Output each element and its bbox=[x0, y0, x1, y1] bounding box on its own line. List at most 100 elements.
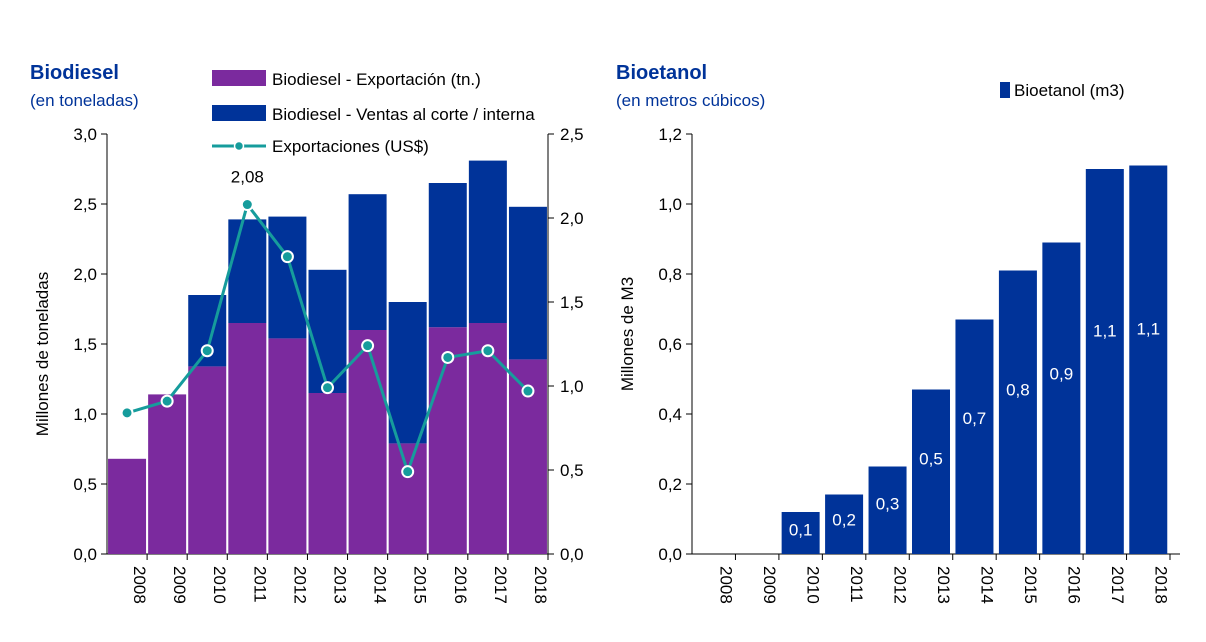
bar-exportacion bbox=[428, 327, 467, 554]
bioetanol-legend-label: Bioetanol (m3) bbox=[1014, 81, 1125, 100]
bar-exportacion bbox=[108, 458, 147, 554]
bioetanol-bar bbox=[955, 319, 994, 554]
x-tick-label: 2014 bbox=[371, 566, 390, 604]
bioetanol-subtitle: (en metros cúbicos) bbox=[616, 91, 766, 110]
x-tick-label: 2017 bbox=[491, 566, 510, 604]
left-y-tick-label: 1,0 bbox=[73, 405, 97, 424]
bioetanol-x-tick-label: 2009 bbox=[760, 566, 779, 604]
bioetanol-bar bbox=[781, 512, 820, 554]
bar-exportacion bbox=[268, 338, 307, 554]
bioetanol-x-tick-label: 2016 bbox=[1064, 566, 1083, 604]
x-tick-label: 2009 bbox=[170, 566, 189, 604]
legend-swatch-ventas bbox=[212, 105, 266, 121]
bioetanol-y-tick-label: 0,4 bbox=[658, 405, 682, 424]
exportaciones-usd-point bbox=[401, 465, 415, 479]
bioetanol-bar bbox=[1085, 169, 1124, 554]
right-y-tick-label: 2,0 bbox=[560, 209, 584, 228]
x-tick-label: 2011 bbox=[250, 566, 269, 603]
bioetanol-x-tick-label: 2011 bbox=[847, 566, 866, 603]
bioetanol-y-tick-label: 1,0 bbox=[658, 195, 682, 214]
exportaciones-usd-point bbox=[321, 381, 334, 395]
bioetanol-data-label: 0,5 bbox=[919, 450, 943, 469]
bioetanol-x-tick-label: 2017 bbox=[1108, 566, 1127, 604]
bioetanol-chart: 0,0 0,2 0,4 0,6 0,8 1,0 1,2 Millones de M3 2008 2… bbox=[618, 81, 1180, 604]
bioetanol-data-label: 0,8 bbox=[1006, 381, 1030, 400]
exportaciones-usd-point bbox=[521, 384, 535, 398]
left-y-tick-label: 3,0 bbox=[73, 125, 97, 144]
bar-ventas-internas bbox=[428, 183, 467, 328]
bioetanol-data-label: 0,2 bbox=[832, 510, 856, 529]
legend-swatch-exportacion bbox=[212, 70, 266, 86]
legend-marker-exportaciones-usd bbox=[233, 140, 245, 152]
right-y-tick-label: 2,5 bbox=[560, 125, 584, 144]
bioetanol-data-label: 0,7 bbox=[963, 409, 987, 428]
bioetanol-y-axis-label: Millones de M3 bbox=[618, 277, 637, 391]
bioetanol-data-label: 1,1 bbox=[1136, 320, 1160, 339]
bar-ventas-internas bbox=[228, 219, 267, 323]
left-y-tick-label: 2,5 bbox=[73, 195, 97, 214]
bar-ventas-internas bbox=[468, 160, 507, 323]
bioetanol-bar bbox=[998, 270, 1037, 554]
bioetanol-y-tick-label: 0,0 bbox=[658, 545, 682, 564]
left-y-tick-label: 0,5 bbox=[73, 475, 97, 494]
left-y-tick-label: 2,0 bbox=[73, 265, 97, 284]
x-tick-label: 2010 bbox=[210, 566, 229, 604]
exportaciones-usd-point bbox=[200, 344, 214, 358]
bar-exportacion bbox=[188, 366, 227, 554]
exportaciones-usd-point bbox=[120, 406, 134, 420]
bioetanol-bar bbox=[912, 389, 950, 554]
bioetanol-y-tick-label: 0,8 bbox=[658, 265, 682, 284]
bioetanol-bar bbox=[1129, 165, 1168, 554]
exportaciones-usd-point bbox=[160, 394, 174, 408]
bar-exportacion bbox=[308, 393, 347, 554]
exportaciones-usd-point bbox=[240, 198, 254, 212]
bar-ventas-internas bbox=[348, 194, 387, 330]
bioetanol-y-tick-label: 0,2 bbox=[658, 475, 682, 494]
left-y-tick-label: 0,0 bbox=[73, 545, 97, 564]
legend-label-exportaciones-usd: Exportaciones (US$) bbox=[272, 137, 429, 156]
bar-exportacion bbox=[228, 323, 267, 554]
bar-exportacion bbox=[148, 394, 187, 554]
x-tick-label: 2012 bbox=[290, 566, 309, 604]
legend-label-ventas: Biodiesel - Ventas al corte / interna bbox=[272, 105, 535, 124]
biodiesel-title: Biodiesel bbox=[30, 62, 119, 84]
bioetanol-x-tick-label: 2015 bbox=[1021, 566, 1040, 604]
exportaciones-usd-point bbox=[280, 250, 294, 264]
biodiesel-subtitle: (en toneladas) bbox=[30, 91, 139, 110]
x-tick-label: 2016 bbox=[451, 566, 470, 604]
bioetanol-x-tick-label: 2014 bbox=[977, 566, 996, 604]
right-y-tick-label: 0,5 bbox=[560, 461, 584, 480]
x-tick-label: 2013 bbox=[331, 566, 350, 604]
bar-ventas-internas bbox=[508, 206, 547, 360]
exportaciones-usd-point bbox=[441, 350, 455, 364]
bar-ventas-internas bbox=[268, 216, 307, 339]
x-tick-label: 2015 bbox=[411, 566, 430, 604]
bioetanol-data-label: 0,9 bbox=[1050, 364, 1074, 383]
right-y-tick-label: 0,0 bbox=[560, 545, 584, 564]
peak-data-label: 2,08 bbox=[231, 168, 264, 187]
x-tick-label: 2018 bbox=[531, 566, 550, 604]
bioetanol-x-tick-label: 2008 bbox=[717, 566, 736, 604]
biodiesel-chart: 0,0 0,5 1,0 1,5 2,0 2,5 3,0 0,0 0,5 1,0 1,5 2,0 2,5 M… bbox=[33, 70, 584, 604]
bioetanol-x-tick-label: 2018 bbox=[1151, 566, 1170, 604]
bar-ventas-internas bbox=[388, 302, 427, 444]
bioetanol-y-tick-label: 1,2 bbox=[658, 125, 682, 144]
bioetanol-legend-swatch bbox=[1000, 82, 1010, 98]
right-y-tick-label: 1,0 bbox=[560, 377, 584, 396]
bioetanol-x-tick-label: 2012 bbox=[891, 566, 910, 604]
x-tick-label: 2008 bbox=[130, 566, 149, 604]
bioetanol-x-tick-label: 2010 bbox=[804, 566, 823, 604]
left-y-tick-label: 1,5 bbox=[73, 335, 97, 354]
bioetanol-data-label: 1,1 bbox=[1093, 322, 1117, 341]
bar-exportacion bbox=[388, 443, 427, 554]
bioetanol-bar bbox=[825, 494, 864, 554]
legend-label-exportacion: Biodiesel - Exportación (tn.) bbox=[272, 70, 481, 89]
bioetanol-title: Bioetanol bbox=[616, 62, 708, 84]
exportaciones-usd-point bbox=[481, 344, 495, 358]
bar-exportacion bbox=[468, 323, 507, 554]
left-y-axis-label: Millones de toneladas bbox=[33, 272, 52, 436]
bar-exportacion bbox=[348, 330, 387, 554]
bioetanol-data-label: 0,3 bbox=[876, 494, 900, 513]
bioetanol-bar bbox=[1042, 242, 1081, 554]
